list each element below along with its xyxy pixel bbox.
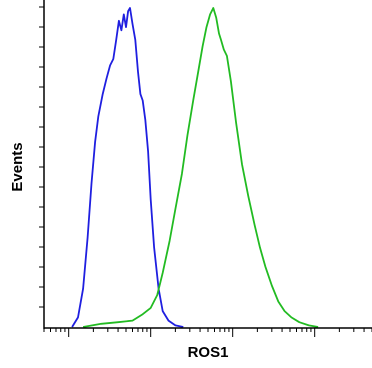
x-axis-label: ROS1 (188, 344, 229, 361)
y-axis-ticks (39, 6, 44, 308)
y-axis-label: Events (9, 142, 26, 191)
plot-area (71, 7, 319, 328)
histogram-line-green (82, 7, 319, 328)
x-axis-ticks (43, 328, 372, 337)
histogram-line-blue (71, 7, 184, 328)
